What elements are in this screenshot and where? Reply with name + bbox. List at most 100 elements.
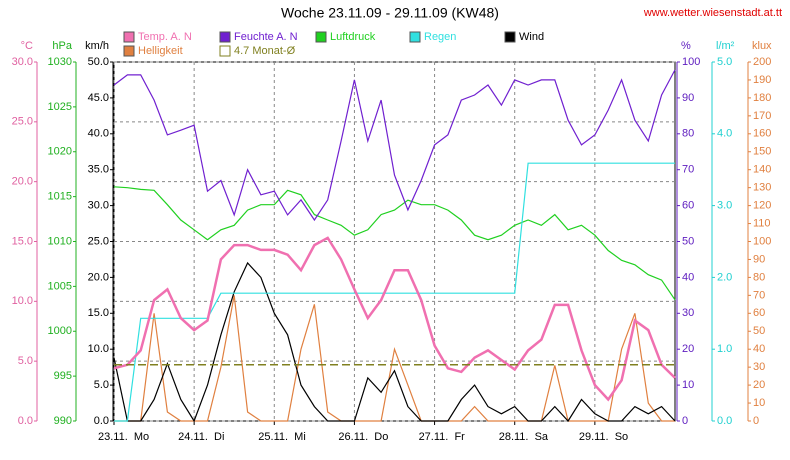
y-tick-label: 30.0	[88, 200, 109, 212]
y-tick-label: 20.0	[12, 176, 33, 188]
legend-label: Luftdruck	[330, 31, 376, 43]
source-url: www.wetter.wiesenstadt.at.tt	[643, 7, 782, 19]
y-tick-label: 10	[753, 397, 765, 409]
y-tick-label: 15.0	[88, 307, 109, 319]
y-tick-label: 160	[753, 128, 771, 140]
y-tick-label: 40	[682, 271, 694, 283]
y-tick-label: 70	[682, 164, 694, 176]
chart-title: Woche 23.11.09 - 29.11.09 (KW48)	[281, 5, 499, 21]
y-tick-label: 10.0	[88, 343, 109, 355]
y-tick-label: 20	[682, 343, 694, 355]
y-tick-label: 1030	[48, 56, 72, 68]
axis-unit: %	[681, 40, 691, 52]
y-tick-label: 1015	[48, 191, 72, 203]
x-tick-label: 25.11. Mi	[258, 431, 306, 443]
y-tick-label: 45.0	[88, 92, 109, 104]
axis-unit: klux	[752, 40, 772, 52]
y-tick-label: 40	[753, 343, 765, 355]
y-tick-label: 140	[753, 164, 771, 176]
y-tick-label: 20.0	[88, 271, 109, 283]
y-tick-label: 35.0	[88, 164, 109, 176]
series-line	[114, 295, 675, 422]
legend-swatch	[219, 31, 231, 43]
y-tick-label: 1025	[48, 101, 72, 113]
axis-unit: °C	[21, 40, 33, 52]
y-tick-label: 10.0	[12, 295, 33, 307]
y-tick-label: 30.0	[12, 56, 33, 68]
y-tick-label: 10	[682, 379, 694, 391]
y-tick-label: 30	[753, 361, 765, 373]
y-tick-label: 25.0	[88, 235, 109, 247]
y-tick-label: 150	[753, 146, 771, 158]
y-tick-label: 1000	[48, 325, 72, 337]
y-tick-label: 30	[682, 307, 694, 319]
y-tick-label: 180	[753, 92, 771, 104]
y-tick-label: 60	[753, 307, 765, 319]
y-tick-label: 90	[682, 92, 694, 104]
y-tick-label: 50	[682, 235, 694, 247]
y-tick-label: 60	[682, 200, 694, 212]
legend-label: 4.7 Monat-Ø	[234, 45, 296, 57]
x-tick-label: 28.11. Sa	[499, 431, 549, 443]
legend-label: Helligkeit	[138, 45, 183, 57]
y-tick-label: 4.0	[717, 128, 732, 140]
legend-label: Wind	[519, 31, 544, 43]
legend-label: Regen	[424, 31, 456, 43]
y-tick-label: 1005	[48, 280, 72, 292]
y-tick-label: 190	[753, 74, 771, 86]
y-tick-label: 5.0	[717, 56, 732, 68]
y-tick-label: 1020	[48, 146, 72, 158]
x-tick-label: 27.11. Fr	[419, 431, 466, 443]
series-line	[113, 261, 676, 423]
y-tick-label: 100	[682, 56, 700, 68]
y-tick-label: 20	[753, 379, 765, 391]
y-tick-label: 80	[753, 271, 765, 283]
y-tick-label: 0	[682, 415, 688, 427]
y-tick-label: 120	[753, 200, 771, 212]
legend-label: Feuchte A. N	[234, 31, 298, 43]
y-tick-label: 50	[753, 325, 765, 337]
y-tick-label: 1010	[48, 235, 72, 247]
y-tick-label: 2.0	[717, 271, 732, 283]
legend-swatch	[315, 31, 327, 43]
y-tick-label: 5.0	[94, 379, 109, 391]
legend-swatch	[219, 45, 231, 57]
legend-label: Temp. A. N	[138, 31, 192, 43]
y-tick-label: 5.0	[18, 355, 33, 367]
axis-unit: l/m²	[716, 40, 735, 52]
y-tick-label: 80	[682, 128, 694, 140]
series-line	[113, 236, 676, 402]
y-tick-label: 990	[54, 415, 72, 427]
y-tick-label: 0.0	[94, 415, 109, 427]
y-tick-label: 0.0	[717, 415, 732, 427]
legend-swatch	[123, 31, 135, 43]
y-tick-label: 170	[753, 110, 771, 122]
axis-unit: hPa	[52, 40, 72, 52]
y-tick-label: 3.0	[717, 200, 732, 212]
x-tick-label: 23.11. Mo	[98, 431, 149, 443]
y-tick-label: 15.0	[12, 235, 33, 247]
y-tick-label: 110	[753, 217, 771, 229]
x-tick-label: 29.11. So	[579, 431, 628, 443]
legend-swatch	[409, 31, 421, 43]
y-tick-label: 25.0	[12, 116, 33, 128]
y-tick-label: 90	[753, 253, 765, 265]
y-tick-label: 100	[753, 235, 771, 247]
series-line	[113, 69, 676, 222]
series-line	[113, 186, 676, 301]
legend-swatch	[504, 31, 516, 43]
y-tick-label: 130	[753, 182, 771, 194]
axis-unit: km/h	[85, 40, 109, 52]
y-tick-label: 200	[753, 56, 771, 68]
y-tick-label: 1.0	[717, 343, 732, 355]
y-tick-label: 0.0	[18, 415, 33, 427]
y-tick-label: 70	[753, 289, 765, 301]
y-tick-label: 50.0	[88, 56, 109, 68]
legend-swatch	[123, 45, 135, 57]
x-tick-label: 24.11. Di	[178, 431, 224, 443]
x-tick-label: 26.11. Do	[338, 431, 388, 443]
y-tick-label: 995	[54, 370, 72, 382]
y-tick-label: 0	[753, 415, 759, 427]
